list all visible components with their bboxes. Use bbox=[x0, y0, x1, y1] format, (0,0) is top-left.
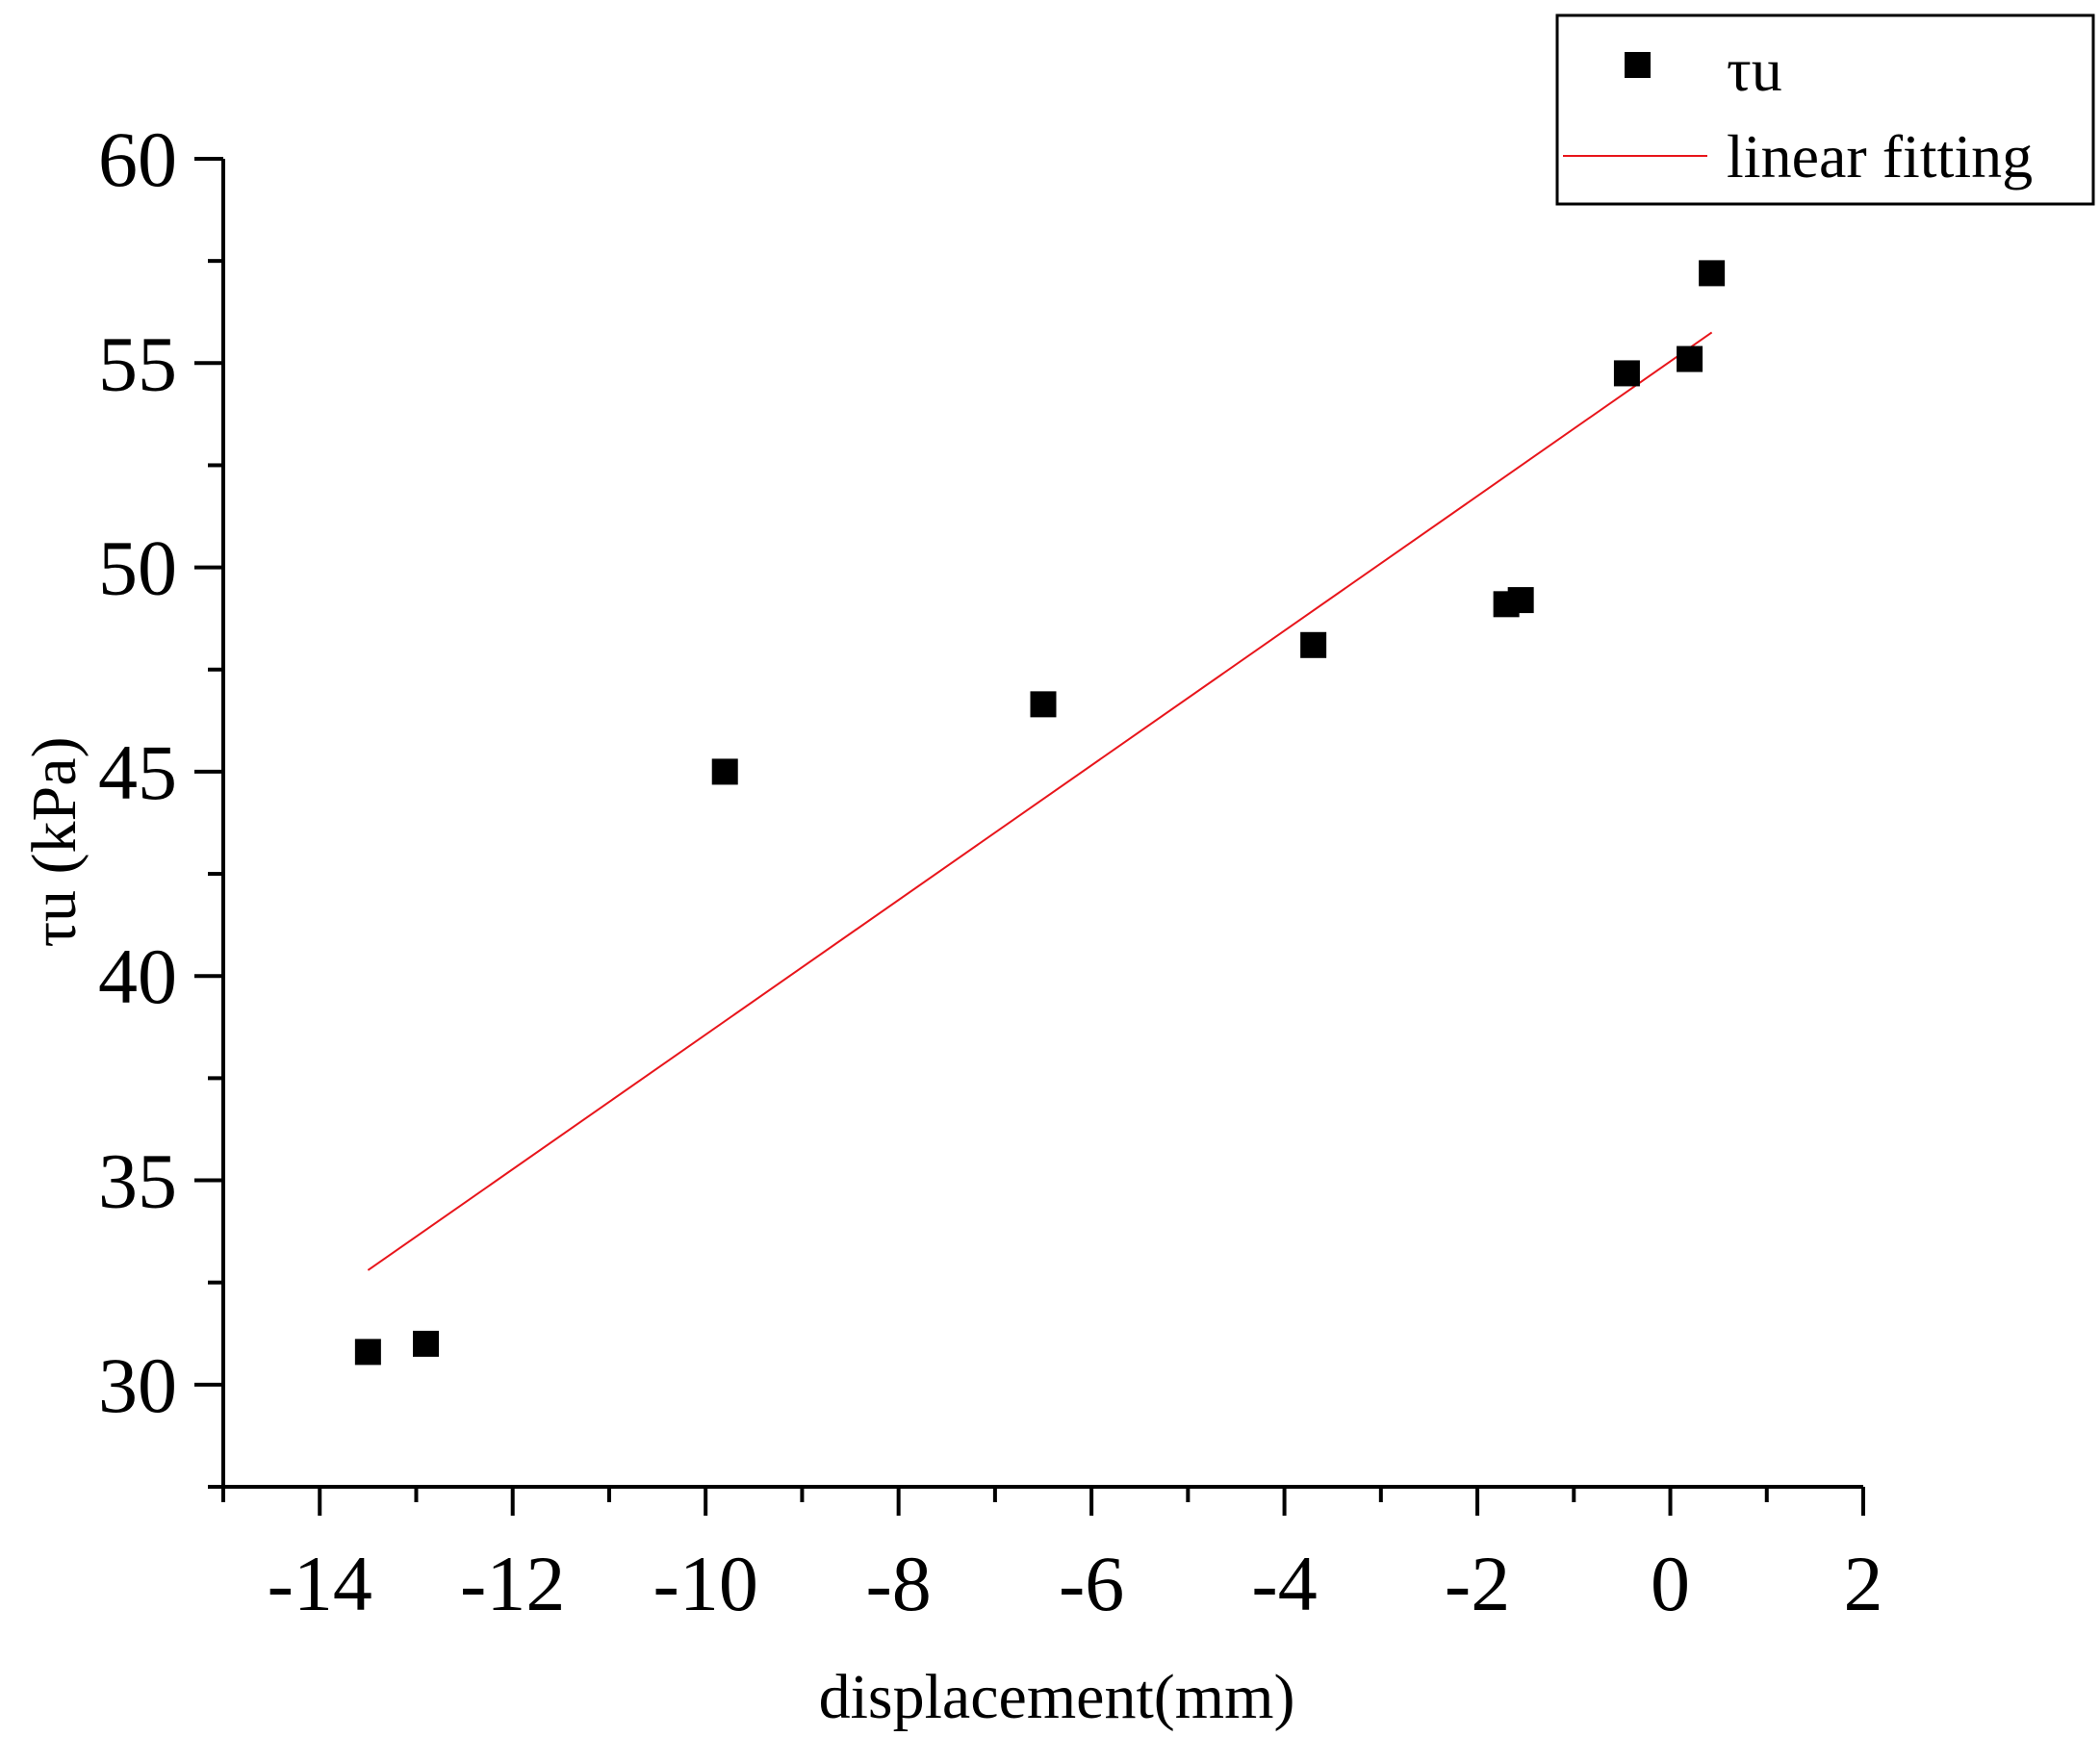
y-axis-title: τu (kPa) bbox=[19, 737, 90, 948]
x-tick-label: -10 bbox=[653, 1540, 758, 1627]
legend-label-fit: linear fitting bbox=[1727, 122, 2033, 191]
data-point bbox=[711, 758, 738, 785]
data-point bbox=[1300, 631, 1327, 658]
x-tick-label: -4 bbox=[1251, 1540, 1317, 1627]
x-tick-label: -14 bbox=[268, 1540, 372, 1627]
y-tick-label: 35 bbox=[98, 1137, 177, 1225]
data-point bbox=[1613, 360, 1640, 387]
y-tick-label: 45 bbox=[98, 728, 177, 816]
x-tick-label: 2 bbox=[1844, 1540, 1883, 1627]
x-axis-title: displacement(mm) bbox=[819, 1662, 1295, 1732]
data-point bbox=[1699, 260, 1726, 287]
x-tick-label: -6 bbox=[1059, 1540, 1124, 1627]
data-point bbox=[354, 1339, 381, 1366]
y-tick-label: 40 bbox=[98, 932, 177, 1020]
y-tick-label: 60 bbox=[98, 115, 177, 203]
x-tick-label: -2 bbox=[1445, 1540, 1510, 1627]
legend-label-tu: τu bbox=[1727, 36, 1782, 104]
data-point bbox=[412, 1330, 439, 1357]
y-tick-label: 30 bbox=[98, 1341, 177, 1429]
y-tick-label: 50 bbox=[98, 524, 177, 612]
fit-line bbox=[367, 331, 1713, 1271]
x-tick-label: 0 bbox=[1651, 1540, 1690, 1627]
x-tick-label: -12 bbox=[460, 1540, 565, 1627]
data-point bbox=[1030, 691, 1057, 718]
x-tick-label: -8 bbox=[865, 1540, 931, 1627]
data-point bbox=[1507, 587, 1534, 614]
data-point bbox=[1677, 345, 1703, 372]
y-tick-label: 55 bbox=[98, 319, 177, 407]
legend-marker-tu bbox=[1625, 52, 1651, 78]
legend-box bbox=[1555, 13, 2095, 206]
